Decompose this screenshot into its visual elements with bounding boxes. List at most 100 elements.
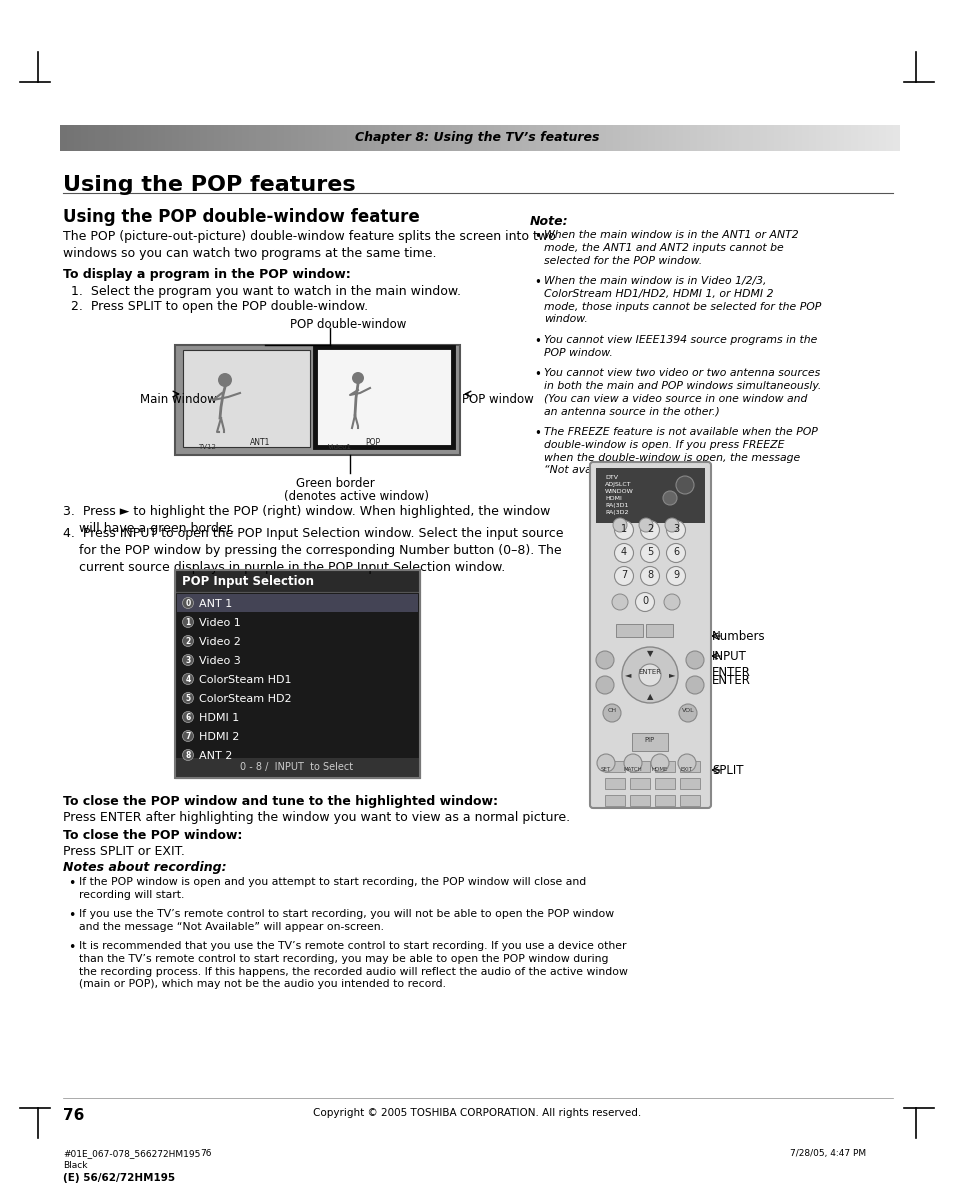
- Text: Video 1: Video 1: [199, 618, 240, 628]
- Bar: [116, 125, 123, 151]
- Text: 1: 1: [620, 524, 626, 534]
- Text: (denotes active window): (denotes active window): [284, 490, 429, 503]
- Bar: [604, 761, 624, 772]
- Text: 5: 5: [646, 547, 653, 557]
- Text: ►: ►: [668, 671, 675, 679]
- Bar: [521, 125, 529, 151]
- Text: EXIT: EXIT: [680, 767, 692, 772]
- Circle shape: [182, 711, 193, 723]
- Bar: [550, 125, 557, 151]
- Bar: [333, 125, 339, 151]
- Bar: [207, 125, 213, 151]
- Circle shape: [666, 520, 685, 540]
- Bar: [529, 125, 536, 151]
- Text: 3: 3: [672, 524, 679, 534]
- Text: SPLIT: SPLIT: [711, 763, 742, 777]
- Text: Using the POP double-window feature: Using the POP double-window feature: [63, 208, 419, 226]
- Bar: [613, 125, 619, 151]
- Bar: [263, 125, 270, 151]
- Circle shape: [602, 704, 620, 722]
- Bar: [102, 125, 109, 151]
- Circle shape: [639, 567, 659, 586]
- Text: RA(3D1: RA(3D1: [604, 503, 628, 509]
- Bar: [724, 125, 731, 151]
- Bar: [697, 125, 703, 151]
- Text: ▲: ▲: [646, 692, 653, 701]
- Text: The FREEZE feature is not available when the POP
double-window is open. If you p: The FREEZE feature is not available when…: [543, 428, 817, 475]
- Bar: [174, 570, 419, 778]
- Circle shape: [182, 598, 193, 609]
- Bar: [284, 125, 291, 151]
- Text: Using the POP features: Using the POP features: [63, 175, 355, 195]
- Bar: [766, 125, 773, 151]
- Bar: [557, 125, 563, 151]
- Bar: [437, 125, 444, 151]
- Bar: [781, 125, 787, 151]
- Circle shape: [678, 754, 696, 772]
- Text: 2: 2: [646, 524, 653, 534]
- Bar: [174, 757, 419, 778]
- Circle shape: [679, 704, 697, 722]
- Text: To close the POP window:: To close the POP window:: [63, 829, 242, 842]
- Text: It is recommended that you use the TV’s remote control to start recording. If yo: It is recommended that you use the TV’s …: [79, 941, 627, 990]
- Text: To close the POP window and tune to the highlighted window:: To close the POP window and tune to the …: [63, 796, 497, 807]
- Circle shape: [614, 567, 633, 586]
- Text: (E) 56/62/72HM195: (E) 56/62/72HM195: [63, 1173, 175, 1183]
- Text: POP double-window: POP double-window: [290, 318, 406, 331]
- Bar: [228, 125, 234, 151]
- Text: Black: Black: [63, 1161, 88, 1170]
- Circle shape: [662, 491, 677, 505]
- Bar: [571, 125, 578, 151]
- Text: ANT 1: ANT 1: [199, 599, 232, 609]
- Bar: [655, 796, 675, 806]
- Bar: [314, 347, 453, 447]
- Bar: [787, 125, 794, 151]
- Bar: [892, 125, 899, 151]
- Bar: [801, 125, 808, 151]
- Bar: [249, 125, 255, 151]
- Text: HDMI 2: HDMI 2: [199, 732, 239, 742]
- Text: MATCH: MATCH: [623, 767, 641, 772]
- Bar: [626, 125, 634, 151]
- Text: 8: 8: [185, 752, 191, 760]
- Bar: [668, 125, 676, 151]
- Circle shape: [676, 476, 693, 494]
- Circle shape: [639, 665, 660, 686]
- Circle shape: [666, 543, 685, 562]
- Bar: [165, 125, 172, 151]
- Bar: [60, 125, 67, 151]
- Bar: [629, 761, 649, 772]
- Bar: [703, 125, 710, 151]
- Bar: [629, 796, 649, 806]
- Bar: [494, 125, 500, 151]
- Bar: [878, 125, 885, 151]
- Bar: [596, 468, 704, 523]
- Bar: [402, 125, 410, 151]
- Bar: [389, 125, 395, 151]
- Bar: [542, 125, 550, 151]
- Bar: [123, 125, 130, 151]
- Text: 3: 3: [185, 656, 191, 665]
- Circle shape: [352, 372, 364, 384]
- Bar: [375, 125, 381, 151]
- Bar: [592, 125, 598, 151]
- Text: 1: 1: [185, 618, 191, 626]
- Bar: [857, 125, 864, 151]
- Circle shape: [666, 567, 685, 586]
- Bar: [836, 125, 843, 151]
- Bar: [710, 125, 718, 151]
- Bar: [500, 125, 507, 151]
- Circle shape: [182, 730, 193, 742]
- Text: When the main window is in the ANT1 or ANT2
mode, the ANT1 and ANT2 inputs canno: When the main window is in the ANT1 or A…: [543, 230, 798, 266]
- Text: HOME: HOME: [651, 767, 667, 772]
- Text: If the POP window is open and you attempt to start recording, the POP window wil: If the POP window is open and you attemp…: [79, 877, 586, 899]
- Text: ENTER: ENTER: [711, 666, 750, 679]
- Bar: [584, 125, 592, 151]
- Text: 76: 76: [63, 1108, 84, 1123]
- Circle shape: [623, 754, 641, 772]
- Bar: [631, 732, 667, 752]
- Text: ◄: ◄: [624, 671, 631, 679]
- Bar: [347, 125, 354, 151]
- Bar: [305, 125, 312, 151]
- Text: When the main window is in Video 1/2/3,
ColorStream HD1/HD2, HDMI 1, or HDMI 2
m: When the main window is in Video 1/2/3, …: [543, 276, 821, 324]
